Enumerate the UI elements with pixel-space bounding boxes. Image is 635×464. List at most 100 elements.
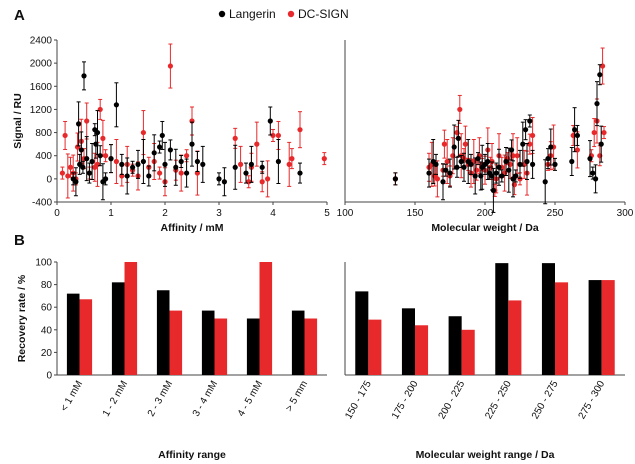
category-label: 175 - 200 <box>390 379 421 421</box>
data-point <box>552 161 558 167</box>
data-point <box>84 118 90 124</box>
data-point <box>232 135 238 141</box>
y-tick-label: 0 <box>46 371 52 382</box>
data-point <box>78 147 84 153</box>
data-point <box>140 158 146 165</box>
data-point <box>591 129 597 136</box>
data-point <box>443 167 449 173</box>
category-label: > 5 mm <box>284 379 310 414</box>
data-point <box>433 161 439 167</box>
data-point <box>520 141 526 147</box>
data-point <box>496 164 502 170</box>
data-point <box>321 156 327 162</box>
data-point <box>444 158 450 165</box>
bar <box>214 318 228 375</box>
data-point <box>184 153 190 159</box>
data-point <box>130 164 136 170</box>
data-point <box>548 144 554 150</box>
data-point <box>178 158 184 165</box>
data-point <box>151 150 157 156</box>
data-point <box>530 132 536 139</box>
data-point <box>113 158 119 165</box>
data-point <box>238 161 244 167</box>
data-point <box>189 141 195 147</box>
data-point <box>490 187 496 194</box>
data-point <box>527 141 533 147</box>
bar-molecular-weight-range-chart: 150 - 175 175 - 200 200 - 225 225 - 250 250 … <box>343 262 625 461</box>
bar <box>156 290 170 375</box>
data-point <box>461 164 467 170</box>
bar <box>401 308 415 375</box>
legend-marker-langerin <box>218 10 226 18</box>
x-tick-label: 150 <box>407 208 424 219</box>
data-point <box>124 173 130 179</box>
data-point <box>159 132 165 139</box>
x-axis-title: Affinity / mM <box>161 222 224 234</box>
data-point <box>392 176 398 182</box>
data-point <box>265 176 271 182</box>
x-tick-label: 5 <box>324 208 330 219</box>
data-point <box>135 161 141 167</box>
bar <box>355 291 369 375</box>
category-label: < 1 mM <box>59 379 85 414</box>
y-tick-label: 2400 <box>30 36 53 47</box>
x-tick-label: 300 <box>617 208 634 219</box>
bar <box>601 280 615 375</box>
data-point <box>475 156 481 162</box>
bar <box>291 310 305 375</box>
data-point <box>523 127 529 133</box>
data-point <box>590 170 596 176</box>
data-point <box>594 101 600 107</box>
category-label: 1 - 2 mM <box>101 379 130 419</box>
data-point <box>259 179 265 185</box>
data-point <box>434 176 440 182</box>
data-point <box>506 167 512 173</box>
data-point <box>108 156 114 162</box>
data-point <box>513 173 519 179</box>
data-point <box>574 132 581 139</box>
data-point <box>503 158 509 165</box>
bar <box>415 325 429 375</box>
category-label: 275 - 300 <box>577 379 608 421</box>
data-point <box>524 158 530 165</box>
data-point <box>514 153 520 159</box>
x-tick-label: 250 <box>547 208 564 219</box>
data-point <box>248 161 254 167</box>
bar <box>495 263 509 375</box>
data-point <box>200 161 206 167</box>
data-point <box>455 135 461 141</box>
data-point <box>113 102 119 108</box>
x-tick-label: 4 <box>270 208 276 219</box>
x-tick-label: 0 <box>54 208 60 219</box>
data-point <box>267 118 273 124</box>
data-point <box>485 158 491 165</box>
x-tick-label: 100 <box>337 208 354 219</box>
data-point <box>259 164 265 170</box>
y-tick-label: 400 <box>35 151 52 162</box>
bar <box>555 282 569 375</box>
x-tick-label: 3 <box>216 208 222 219</box>
data-point <box>178 170 184 176</box>
data-point <box>243 170 249 176</box>
data-point <box>216 176 222 182</box>
bar <box>304 318 318 375</box>
y-tick-label: 20 <box>41 348 53 359</box>
data-point <box>597 72 603 78</box>
category-label: 3 - 4 mM <box>191 379 220 419</box>
data-point <box>493 170 499 176</box>
data-point <box>509 147 515 153</box>
bar-affinity-range-chart: 0 20 40 60 80 100 < 1 mM 1 - 2 mM 2 - 3 mM 3 - 4 … <box>16 258 327 461</box>
data-point <box>76 121 82 127</box>
data-point <box>146 173 152 179</box>
y-tick-label: 0 <box>46 174 52 185</box>
data-point <box>62 132 68 139</box>
y-axis-title: Signal / RU <box>12 93 24 148</box>
bar <box>124 262 138 375</box>
y-tick-label: 40 <box>41 325 53 336</box>
data-point <box>167 147 173 153</box>
data-point <box>270 132 276 139</box>
bar <box>461 329 475 375</box>
data-point <box>451 144 457 150</box>
y-tick-label: 1200 <box>30 105 53 116</box>
